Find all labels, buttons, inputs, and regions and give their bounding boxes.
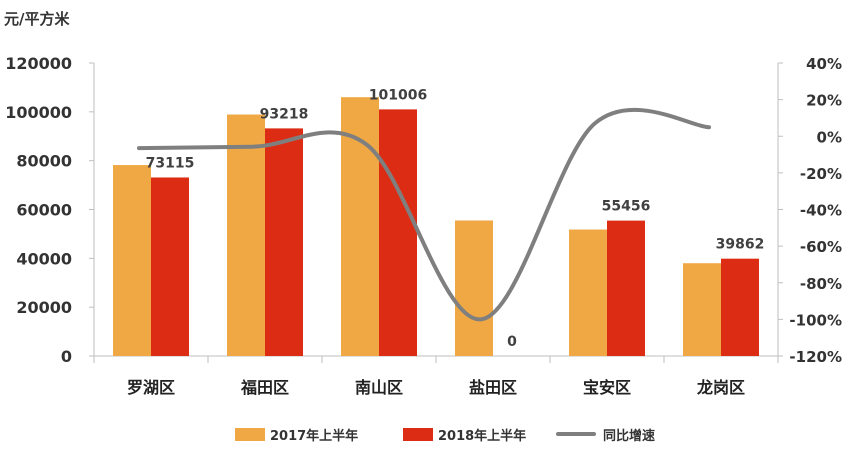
bar-2018 xyxy=(151,177,189,356)
category-label: 盐田区 xyxy=(469,378,517,397)
category-label: 宝安区 xyxy=(583,378,631,397)
bar-2017 xyxy=(113,165,151,356)
legend-swatch-2018 xyxy=(403,428,433,441)
category-labels: 罗湖区 福田区 南山区 盐田区 宝安区 龙岗区 xyxy=(127,378,745,397)
data-labels: 73115 93218 101006 0 55456 39862 xyxy=(146,87,765,350)
category-label: 龙岗区 xyxy=(696,378,745,397)
bar-2018 xyxy=(607,220,645,356)
growth-line xyxy=(137,107,711,322)
right-tick-label: -120% xyxy=(789,348,842,366)
legend-label-2017: 2017年上半年 xyxy=(270,428,358,444)
right-tick-label: -80% xyxy=(800,275,842,293)
right-tick-label: 20% xyxy=(806,92,842,110)
data-label-2018: 73115 xyxy=(146,155,195,171)
left-tick-label: 100000 xyxy=(5,103,72,122)
right-tick-label: 0% xyxy=(817,128,842,146)
legend-label-growth: 同比增速 xyxy=(603,428,655,444)
axes: 0 20000 40000 60000 80000 100000 120000 -120% -1… xyxy=(5,54,842,366)
growth-series-line xyxy=(137,107,711,322)
category-label: 罗湖区 xyxy=(127,378,175,397)
unit-label: 元/平方米 xyxy=(4,10,70,28)
left-tick-label: 60000 xyxy=(16,201,72,220)
bar-2018 xyxy=(721,258,759,356)
bar-2018 xyxy=(265,128,303,356)
bar-2017 xyxy=(227,114,265,356)
right-tick-label: 40% xyxy=(806,55,842,73)
legend-swatch-2017 xyxy=(235,428,265,441)
category-label: 福田区 xyxy=(240,378,289,397)
data-label-2018: 101006 xyxy=(369,87,427,103)
legend: 2017年上半年 2018年上半年 同比增速 xyxy=(235,428,655,444)
data-label-2018: 39862 xyxy=(716,237,765,253)
right-tick-label: -60% xyxy=(800,238,842,256)
category-label: 南山区 xyxy=(355,378,403,397)
bar-2017 xyxy=(569,229,607,356)
bar-2017 xyxy=(683,263,721,356)
bar-2018 xyxy=(379,109,417,356)
left-tick-label: 120000 xyxy=(5,54,72,73)
right-tick-label: -20% xyxy=(800,165,842,183)
left-tick-label: 0 xyxy=(61,347,72,366)
right-tick-label: -40% xyxy=(800,202,842,220)
data-label-2018: 93218 xyxy=(260,106,309,122)
left-tick-label: 80000 xyxy=(16,152,72,171)
legend-label-2018: 2018年上半年 xyxy=(438,428,526,444)
bar-2017 xyxy=(455,220,493,356)
left-tick-label: 40000 xyxy=(16,249,72,268)
data-label-2018: 55456 xyxy=(602,199,651,215)
right-tick-label: -100% xyxy=(789,311,842,329)
left-tick-label: 20000 xyxy=(16,298,72,317)
data-label-2018: 0 xyxy=(507,334,517,350)
bars xyxy=(113,97,759,356)
